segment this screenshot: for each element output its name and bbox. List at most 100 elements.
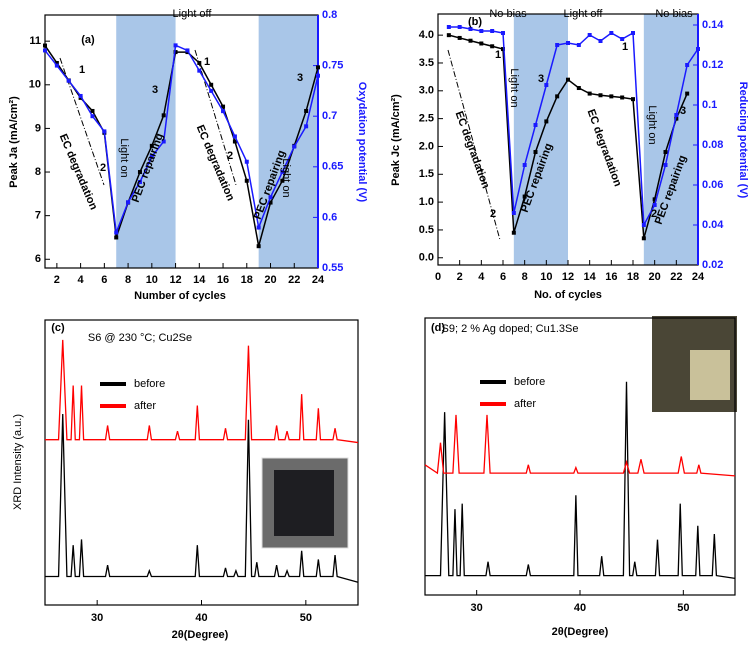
data-point xyxy=(126,200,131,205)
x-axis-label: 2θ(Degree) xyxy=(552,626,609,638)
data-point xyxy=(490,29,495,33)
data-point xyxy=(641,236,646,241)
data-point xyxy=(232,134,237,139)
y2-axis-label: Oxydation potential (V) xyxy=(356,82,368,203)
legend-label: after xyxy=(134,400,156,412)
data-point xyxy=(268,195,273,200)
x-tick-label: 16 xyxy=(605,271,617,283)
data-point xyxy=(292,144,297,149)
annotation: Light on xyxy=(118,138,130,177)
data-point xyxy=(54,60,59,65)
data-point xyxy=(78,93,83,98)
x-tick-label: 2 xyxy=(457,271,463,283)
data-point xyxy=(544,83,549,87)
x-tick-label: 50 xyxy=(677,602,689,614)
data-point xyxy=(576,86,581,91)
x-tick-label: 16 xyxy=(217,274,229,286)
data-point xyxy=(197,68,202,73)
data-point xyxy=(663,150,668,155)
y2-tick-label: 0.14 xyxy=(702,19,724,31)
annotation: EC degradation xyxy=(194,123,237,203)
series-line xyxy=(45,414,359,583)
x-tick-label: 10 xyxy=(540,271,552,283)
plot-frame xyxy=(44,319,359,606)
y2-tick-label: 0.7 xyxy=(322,110,337,122)
annotation: 2 xyxy=(490,208,496,220)
y-tick-label: 11 xyxy=(29,35,41,47)
annotation: 2 xyxy=(227,150,233,162)
y2-tick-label: 0.04 xyxy=(702,219,724,231)
annotation: (b) xyxy=(468,16,482,28)
data-point xyxy=(280,169,285,174)
data-point xyxy=(522,194,527,199)
y-axis-label: Peak Jc (mA/cm²) xyxy=(390,94,402,186)
x-tick-label: 12 xyxy=(562,271,574,283)
data-point xyxy=(114,230,119,235)
data-point xyxy=(244,178,249,183)
data-point xyxy=(468,27,473,31)
annotation: 1 xyxy=(204,56,210,68)
data-point xyxy=(446,33,451,38)
legend-label: after xyxy=(514,398,536,410)
x-tick-label: 8 xyxy=(522,271,528,283)
data-point xyxy=(232,139,237,144)
y2-tick-label: 0.65 xyxy=(322,161,343,173)
data-point xyxy=(652,203,657,207)
annotation: 2 xyxy=(651,208,657,220)
y-tick-label: 9 xyxy=(35,122,41,134)
x-tick-label: 14 xyxy=(584,271,597,283)
data-point xyxy=(652,197,657,202)
y2-tick-label: 0.02 xyxy=(702,259,723,271)
y-tick-label: 6 xyxy=(35,253,41,265)
data-point xyxy=(161,139,166,144)
data-point xyxy=(137,179,142,184)
legend-label: before xyxy=(134,378,165,390)
y-tick-label: 0.5 xyxy=(419,224,434,236)
x-tick-label: 24 xyxy=(692,271,705,283)
data-point xyxy=(555,94,560,99)
y-axis-label: XRD Intensity (a.u.) xyxy=(12,414,24,510)
data-point xyxy=(587,91,592,96)
data-point xyxy=(66,78,71,83)
y2-tick-label: 0.08 xyxy=(702,139,723,151)
sample-photo-detail xyxy=(690,350,730,400)
data-point xyxy=(620,95,625,100)
y2-tick-label: 0.55 xyxy=(322,262,343,274)
data-point xyxy=(268,200,273,205)
data-point xyxy=(479,29,484,33)
y-tick-label: 0.0 xyxy=(419,252,434,264)
data-point xyxy=(209,88,214,93)
data-point xyxy=(256,225,261,230)
annotation: 1 xyxy=(622,41,628,53)
data-point xyxy=(90,114,95,119)
data-point xyxy=(173,50,178,55)
data-point xyxy=(696,47,700,51)
y2-tick-label: 0.8 xyxy=(322,9,337,21)
data-point xyxy=(501,31,505,35)
annotation: 1 xyxy=(79,64,85,76)
annotation: EC degradation xyxy=(57,132,100,212)
annotation: Light off xyxy=(173,8,213,20)
x-tick-label: 20 xyxy=(264,274,276,286)
series-line xyxy=(425,381,736,580)
y-tick-label: 3.0 xyxy=(419,85,434,97)
x-axis-label: Number of cycles xyxy=(134,290,226,302)
x-tick-label: 22 xyxy=(288,274,300,286)
y2-tick-label: 0.75 xyxy=(322,60,343,72)
x-tick-label: 50 xyxy=(300,612,312,624)
data-point xyxy=(490,44,495,49)
annotation: No bias xyxy=(489,8,527,20)
annotation: S6 @ 230 °C; Cu2Se xyxy=(88,332,192,344)
y-axis-label: Peak Ja (mA/cm²) xyxy=(8,96,20,188)
data-point xyxy=(43,48,47,53)
trend-arrow xyxy=(194,49,237,186)
data-point xyxy=(446,25,451,29)
data-point xyxy=(221,104,226,109)
series-line xyxy=(44,44,319,233)
annotation: EC degradation xyxy=(453,110,492,191)
y-tick-label: 4.0 xyxy=(419,29,434,41)
data-point xyxy=(43,43,47,48)
plot-frame xyxy=(424,317,736,596)
data-point xyxy=(511,211,516,215)
sample-photo-detail xyxy=(274,470,334,536)
